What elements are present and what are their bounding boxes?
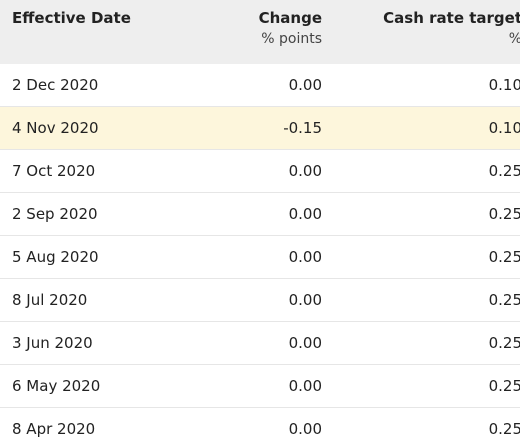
header-cash-rate-target[interactable]: Cash rate target % bbox=[332, 0, 520, 64]
table-row: 7 Oct 2020 0.00 0.25 bbox=[0, 149, 520, 193]
cell-cash-rate: 0.25 bbox=[332, 364, 520, 408]
cell-cash-rate: 0.10 bbox=[488, 76, 520, 94]
cell-change: 0.00 bbox=[194, 407, 332, 440]
header-cash-rate-unit: % bbox=[332, 29, 520, 50]
table-row: 5 Aug 2020 0.00 0.25 bbox=[0, 235, 520, 279]
table-header: Effective Date Change % points Cash rate… bbox=[0, 0, 520, 64]
header-change-label: Change bbox=[258, 9, 322, 27]
table-row: 8 Apr 2020 0.00 0.25 bbox=[0, 407, 520, 440]
cell-change: 0.00 bbox=[194, 278, 332, 322]
cell-effective-date: 3 Jun 2020 bbox=[0, 321, 194, 365]
table-row: 2 Sep 2020 0.00 0.25 bbox=[0, 192, 520, 236]
table-row: 6 May 2020 0.00 0.25 bbox=[0, 364, 520, 408]
cell-cash-rate: 0.25 bbox=[332, 235, 520, 279]
cell-cash-rate: 0.25 bbox=[332, 192, 520, 236]
cell-cash-rate: 0.25 bbox=[332, 407, 520, 440]
header-effective-date-label: Effective Date bbox=[12, 9, 131, 27]
cell-effective-date: 4 Nov 2020 bbox=[0, 106, 194, 150]
table-row: 2 Dec 2020 0.00 0.10 bbox=[0, 64, 520, 107]
cell-effective-date: 2 Sep 2020 bbox=[0, 192, 194, 236]
header-cash-rate-label: Cash rate target bbox=[383, 9, 520, 27]
table-row: 8 Jul 2020 0.00 0.25 bbox=[0, 278, 520, 322]
cell-effective-date: 6 May 2020 bbox=[0, 364, 194, 408]
cell-cash-rate: 0.25 bbox=[332, 149, 520, 193]
cell-effective-date: 5 Aug 2020 bbox=[0, 235, 194, 279]
header-change[interactable]: Change % points bbox=[194, 0, 332, 64]
cell-change: 0.00 bbox=[194, 192, 332, 236]
cell-change: 0.00 bbox=[194, 321, 332, 365]
cell-change: -0.15 bbox=[194, 106, 332, 150]
cell-change: 0.00 bbox=[194, 149, 332, 193]
table-row: 3 Jun 2020 0.00 0.25 bbox=[0, 321, 520, 365]
table-row: 4 Nov 2020 -0.15 0.10 bbox=[0, 106, 520, 150]
cell-effective-date: 7 Oct 2020 bbox=[0, 149, 194, 193]
cell-change: 0.00 bbox=[288, 76, 322, 94]
table-body: 2 Dec 2020 0.00 0.10 4 Nov 2020 -0.15 0.10 7 O… bbox=[0, 64, 520, 440]
cell-effective-date: 8 Apr 2020 bbox=[0, 407, 194, 440]
cell-change: 0.00 bbox=[194, 235, 332, 279]
header-change-unit: % points bbox=[261, 31, 322, 47]
cell-effective-date: 8 Jul 2020 bbox=[0, 278, 194, 322]
cell-cash-rate: 0.25 bbox=[332, 278, 520, 322]
header-effective-date[interactable]: Effective Date bbox=[0, 0, 194, 64]
cell-effective-date: 2 Dec 2020 bbox=[12, 76, 99, 94]
cell-cash-rate: 0.25 bbox=[332, 321, 520, 365]
cell-cash-rate: 0.10 bbox=[332, 106, 520, 150]
header-row: Effective Date Change % points Cash rate… bbox=[0, 0, 520, 64]
cell-change: 0.00 bbox=[194, 364, 332, 408]
